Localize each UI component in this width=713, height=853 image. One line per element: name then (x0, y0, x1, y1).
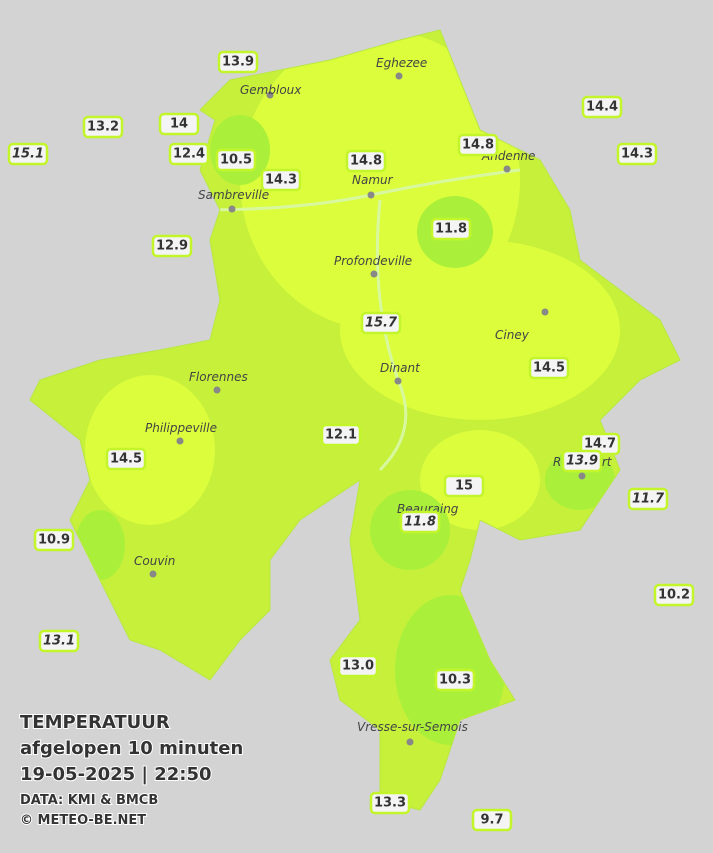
station-box (320, 423, 362, 447)
city-label: Dinant (380, 361, 421, 375)
station-value: 12.4 (173, 147, 205, 162)
station-box (430, 217, 472, 241)
city-label: Florennes (189, 370, 248, 384)
station-value: 12.1 (325, 428, 357, 443)
station-value: 11.8 (404, 515, 436, 530)
station-box (528, 356, 570, 380)
station-value: 14.3 (265, 173, 297, 188)
city-dot (176, 437, 184, 445)
city-dot (541, 308, 549, 316)
legend-title: TEMPERATUUR (20, 712, 170, 733)
station-value: 14.5 (533, 361, 565, 376)
station-box (33, 528, 75, 552)
station-value: 13.9 (222, 55, 254, 70)
station-value: 14.5 (110, 452, 142, 467)
station-value: 10.5 (220, 153, 252, 168)
city-label: Gembloux (240, 83, 302, 97)
city-dot (266, 91, 274, 99)
city-label: Sambreville (198, 188, 269, 202)
station-box (443, 474, 485, 498)
station-value: 13.3 (374, 796, 406, 811)
legend-subtitle: afgelopen 10 minuten (20, 738, 243, 759)
city-label: Namur (352, 173, 394, 187)
station-box (217, 50, 259, 74)
city-dot (213, 386, 221, 394)
station-box (360, 311, 402, 335)
station-value: 10.3 (439, 673, 471, 688)
station-box (369, 791, 411, 815)
station-box (471, 808, 513, 832)
station-value: 13.9 (566, 454, 598, 469)
city-label: Vresse-sur-Semois (357, 720, 468, 734)
city-dot (395, 72, 403, 80)
city-dot (149, 570, 157, 578)
city-label: Ciney (495, 328, 530, 342)
station-value: 13.2 (87, 120, 119, 135)
station-box (616, 142, 658, 166)
city-dot (370, 270, 378, 278)
station-value: 10.2 (658, 588, 690, 603)
station-box (345, 149, 387, 173)
legend-source: DATA: KMI & BMCB (20, 793, 158, 808)
station-value: 14.8 (462, 138, 494, 153)
station-value: 11.8 (435, 222, 467, 237)
station-value: 14.4 (586, 100, 618, 115)
city-dot (367, 191, 375, 199)
legend-copyright: © METEO-BE.NET (20, 813, 146, 828)
city-dot (394, 377, 402, 385)
legend-datetime: 19-05-2025 | 22:50 (20, 764, 212, 785)
city-dot (503, 165, 511, 173)
station-value: 11.7 (632, 492, 665, 507)
station-box (627, 487, 669, 511)
station-box (561, 449, 603, 473)
station-value: 15.7 (365, 316, 398, 331)
station-value: 14.7 (584, 437, 616, 452)
station-box (653, 583, 695, 607)
city-dot (228, 205, 236, 213)
station-box (457, 133, 499, 157)
station-value: 14.8 (350, 154, 382, 169)
station-box (215, 148, 257, 172)
station-box (168, 142, 210, 166)
station-box (82, 115, 124, 139)
station-box (151, 234, 193, 258)
station-value: 14 (170, 117, 188, 132)
station-box (337, 654, 379, 678)
station-box (399, 510, 441, 534)
city-dot (406, 738, 414, 746)
station-box (158, 112, 200, 136)
station-box (434, 668, 476, 692)
station-value: 15.1 (12, 147, 44, 162)
city-dot (578, 472, 586, 480)
station-value: 12.9 (156, 239, 188, 254)
station-value: 13.1 (43, 634, 75, 649)
station-value: 13.0 (342, 659, 374, 674)
station-box (7, 142, 49, 166)
city-label: Eghezee (376, 56, 427, 70)
station-box (38, 629, 80, 653)
station-box (581, 95, 623, 119)
station-value: 9.7 (480, 813, 503, 828)
city-label: Couvin (134, 554, 175, 568)
city-label: Profondeville (334, 254, 412, 268)
station-value: 14.3 (621, 147, 653, 162)
station-value: 15 (455, 479, 473, 494)
station-value: 10.9 (38, 533, 70, 548)
station-box (105, 447, 147, 471)
city-label: Philippeville (145, 421, 217, 435)
station-box (260, 168, 302, 192)
